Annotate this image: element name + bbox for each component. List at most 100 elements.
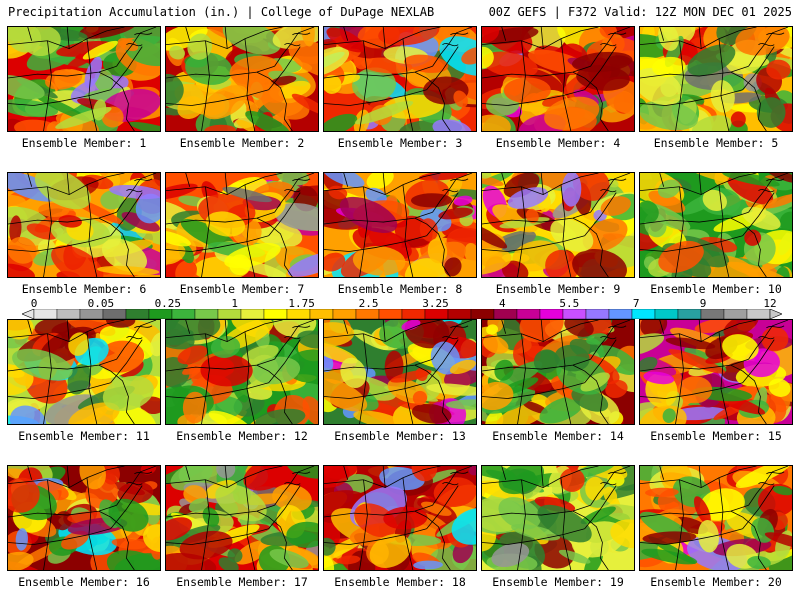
- boundary-line: [8, 382, 111, 399]
- precip-field: [166, 320, 318, 424]
- boundary-line: [324, 466, 441, 489]
- ensemble-member-map[interactable]: [7, 465, 161, 571]
- boundary-line: [343, 173, 386, 195]
- colorbar-swatch: [286, 309, 311, 319]
- boundary-line: [600, 325, 627, 340]
- ensemble-member-map[interactable]: [639, 172, 793, 278]
- precip-field: [324, 27, 476, 131]
- colorbar-swatch: [539, 309, 564, 319]
- ensemble-member-map[interactable]: [481, 172, 635, 278]
- boundary-line: [718, 477, 730, 570]
- boundary-line: [256, 71, 293, 131]
- boundary-line: [185, 173, 228, 195]
- boundary-line: [110, 339, 143, 384]
- boundary-line: [414, 71, 451, 131]
- boundary-line: [730, 510, 767, 570]
- precip-field: [324, 320, 476, 424]
- ensemble-member-map[interactable]: [7, 172, 161, 278]
- ensemble-member-map[interactable]: [323, 172, 477, 278]
- boundary-line: [185, 27, 228, 49]
- boundary-line: [482, 320, 599, 343]
- boundary-line: [8, 528, 111, 545]
- ensemble-member-label: Ensemble Member: 15: [650, 429, 782, 443]
- colorbar-swatch: [493, 309, 518, 319]
- boundary-line: [268, 485, 301, 530]
- boundary-line: [482, 358, 591, 372]
- boundary-line: [590, 173, 631, 213]
- boundary-line: [414, 217, 451, 277]
- ensemble-member-map[interactable]: [165, 465, 319, 571]
- precip-field: [640, 27, 792, 131]
- boundary-line: [640, 320, 757, 343]
- boundary-line: [426, 339, 459, 384]
- boundary-line: [43, 40, 52, 131]
- ensemble-member-map[interactable]: [639, 26, 793, 132]
- ensemble-member-map[interactable]: [639, 465, 793, 571]
- ensemble-member-label: Ensemble Member: 12: [176, 429, 308, 443]
- boundary-line: [501, 173, 544, 195]
- colorbar-tick-label: 0.25: [154, 297, 182, 310]
- boundary-line: [185, 466, 228, 488]
- boundary-line: [742, 46, 775, 91]
- ensemble-member-map[interactable]: [481, 319, 635, 425]
- boundary-line: [718, 331, 730, 424]
- boundary-line: [730, 217, 767, 277]
- boundary-line: [402, 184, 414, 277]
- boundary-line: [8, 358, 117, 372]
- boundary-line: [758, 325, 785, 340]
- ensemble-member-map[interactable]: [165, 26, 319, 132]
- boundary-line: [166, 211, 275, 225]
- ensemble-member-map[interactable]: [165, 172, 319, 278]
- colorbar-swatch: [700, 309, 725, 319]
- boundary-line: [748, 466, 789, 506]
- colorbar-swatch: [332, 309, 357, 319]
- boundary-line: [432, 466, 473, 506]
- boundary-line: [600, 178, 627, 193]
- boundary-line: [98, 510, 135, 570]
- ensemble-member-map[interactable]: [481, 465, 635, 571]
- boundary-line: [482, 528, 585, 545]
- boundary-line: [116, 320, 157, 360]
- boundary-line: [27, 320, 70, 342]
- ensemble-member-label: Ensemble Member: 17: [176, 575, 308, 589]
- boundary-line: [274, 320, 315, 360]
- boundary-line: [758, 471, 785, 486]
- ensemble-member-map[interactable]: [7, 319, 161, 425]
- boundary-line: [324, 235, 427, 252]
- boundary-line: [166, 173, 283, 196]
- boundary-line: [343, 320, 386, 342]
- ensemble-member-map[interactable]: [639, 319, 793, 425]
- boundary-line: [414, 510, 451, 570]
- boundary-line: [86, 477, 98, 570]
- ensemble-member-label: Ensemble Member: 4: [495, 136, 621, 150]
- boundary-line: [482, 466, 599, 489]
- boundary-line: [426, 46, 459, 91]
- boundary-line: [402, 477, 414, 570]
- ensemble-member-label: Ensemble Member: 5: [653, 136, 779, 150]
- boundary-line: [43, 333, 52, 424]
- boundary-line: [324, 65, 433, 79]
- boundary-line: [482, 65, 591, 79]
- boundary-line: [98, 71, 135, 131]
- precip-field: [166, 27, 318, 131]
- boundary-line: [166, 504, 275, 518]
- ensemble-member-map[interactable]: [481, 26, 635, 132]
- ensemble-member-label: Ensemble Member: 14: [492, 429, 624, 443]
- ensemble-member-map[interactable]: [323, 26, 477, 132]
- colorbar-swatch: [148, 309, 173, 319]
- boundary-line: [274, 173, 315, 213]
- boundary-line: [675, 479, 684, 570]
- boundary-line: [359, 186, 368, 277]
- boundary-line: [659, 27, 702, 49]
- boundary-line: [8, 211, 117, 225]
- colorbar-min-arrow: [22, 309, 35, 319]
- boundary-line: [560, 38, 572, 131]
- boundary-line: [166, 320, 283, 343]
- colorbar-tick-label: 0: [30, 297, 38, 310]
- boundary-line: [8, 504, 117, 518]
- ensemble-member-map[interactable]: [165, 319, 319, 425]
- boundary-line: [185, 320, 228, 342]
- ensemble-member-map[interactable]: [323, 319, 477, 425]
- ensemble-member-map[interactable]: [323, 465, 477, 571]
- ensemble-member-map[interactable]: [7, 26, 161, 132]
